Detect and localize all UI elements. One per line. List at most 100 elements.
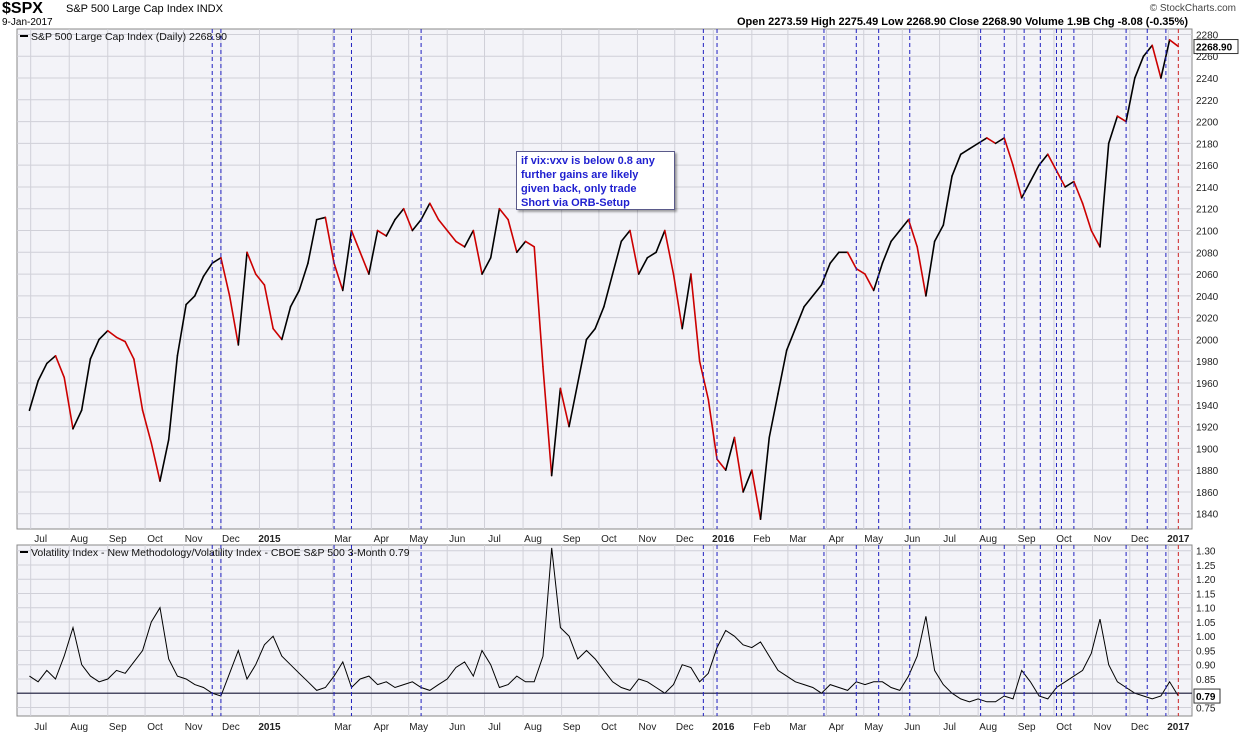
price-line-segment [986, 137, 997, 145]
chart-date: 9-Jan-2017 [2, 17, 53, 28]
price-y-tick-label: 1980 [1196, 357, 1219, 368]
price-line-segment [315, 216, 327, 221]
price-line-segment [455, 240, 466, 248]
price-line-segment [1160, 39, 1171, 79]
price-y-tick-label: 1860 [1196, 488, 1219, 499]
price-y-tick-label: 1920 [1196, 423, 1219, 434]
price-x-tick-label: May [409, 534, 428, 545]
price-line-segment [1029, 164, 1040, 183]
price-y-tick-label: 1960 [1196, 379, 1219, 390]
price-line-segment [794, 305, 805, 330]
price-y-tick-label: 1880 [1196, 466, 1219, 477]
price-x-tick-label: Oct [601, 534, 617, 545]
price-line-segment [664, 229, 675, 275]
price-line-segment [115, 336, 126, 343]
price-x-tick-label: Jul [943, 534, 956, 545]
price-line-segment [194, 275, 205, 297]
price-panel-title: S&P 500 Large Cap Index (Daily) 2268.90 [31, 31, 227, 43]
indicator-y-tick-label: 0.95 [1196, 646, 1216, 657]
price-y-tick-label: 2040 [1196, 292, 1219, 303]
indicator-x-tick-label: Jun [904, 722, 920, 733]
indicator-y-tick-label: 1.05 [1196, 618, 1216, 629]
price-line-segment [106, 329, 118, 339]
indicator-x-tick-label: Apr [829, 722, 845, 733]
price-line-segment [385, 218, 396, 237]
price-line-segment [864, 273, 875, 292]
price-x-tick-label: 2016 [712, 534, 735, 545]
price-panel [16, 28, 1193, 530]
price-line-segment [942, 175, 953, 226]
indicator-x-tick-label: Dec [676, 722, 694, 733]
price-x-tick-label: Feb [753, 534, 771, 545]
price-line-segment [46, 354, 57, 365]
price-line-segment [803, 295, 814, 308]
price-line-segment [751, 469, 762, 520]
price-last-value-tag [1193, 39, 1239, 55]
price-x-tick-label: Sep [563, 534, 581, 545]
symbol-description: S&P 500 Large Cap Index INDX [66, 3, 223, 15]
price-line-segment [855, 267, 866, 275]
price-line-segment [1081, 202, 1093, 232]
indicator-y-tick-label: 1.00 [1196, 632, 1216, 643]
price-y-tick-label: 2200 [1196, 118, 1219, 129]
indicator-x-tick-label: Apr [374, 722, 390, 733]
price-line-segment [254, 273, 266, 286]
price-x-tick-label: Apr [374, 534, 390, 545]
indicator-last-value-text: 0.79 [1196, 692, 1216, 703]
indicator-y-tick-label: 1.25 [1196, 561, 1216, 572]
price-line-segment [333, 262, 344, 292]
price-line-segment [603, 273, 614, 308]
price-line-segment [80, 358, 92, 412]
price-line-segment [133, 358, 144, 412]
price-x-tick-label: Dec [222, 534, 240, 545]
price-line-segment [1168, 39, 1180, 48]
price-line-segment [1073, 180, 1084, 205]
indicator-x-tick-label: Nov [1094, 722, 1112, 733]
indicator-x-tick-label: Feb [753, 722, 771, 733]
indicator-y-tick-label: 1.10 [1196, 604, 1216, 615]
indicator-x-tick-label: Aug [524, 722, 542, 733]
price-x-tick-label: Oct [147, 534, 163, 545]
price-x-tick-label: Dec [1131, 534, 1149, 545]
indicator-x-tick-label: Sep [563, 722, 581, 733]
price-x-tick-label: Nov [1094, 534, 1112, 545]
price-x-tick-label: Dec [676, 534, 694, 545]
price-line-segment [655, 229, 666, 254]
price-line-segment [437, 218, 449, 232]
price-y-tick-label: 2180 [1196, 139, 1219, 150]
price-line-segment [733, 436, 744, 493]
indicator-x-tick-label: Aug [979, 722, 997, 733]
indicator-x-tick-label: Nov [639, 722, 657, 733]
price-line-segment [1020, 180, 1032, 199]
price-x-tick-label: May [864, 534, 883, 545]
indicator-x-tick-label: Jul [488, 722, 501, 733]
price-line-segment [768, 393, 779, 439]
price-line-segment [690, 273, 701, 363]
price-line-segment [959, 148, 971, 156]
price-line-segment [820, 262, 831, 286]
indicator-x-tick-label: Sep [1018, 722, 1036, 733]
price-line-segment [559, 387, 570, 428]
price-line-segment [202, 262, 214, 278]
price-line-segment [341, 229, 353, 292]
price-y-tick-label: 2120 [1196, 205, 1219, 216]
price-line-segment [176, 303, 187, 357]
price-line-segment [611, 240, 623, 275]
price-line-segment [637, 256, 649, 275]
price-line-segment [977, 137, 988, 145]
price-line-segment [1046, 153, 1058, 172]
price-x-tick-label: Sep [1018, 534, 1036, 545]
price-line-segment [1055, 169, 1066, 188]
price-line-segment [54, 354, 66, 379]
price-line-segment [933, 224, 945, 243]
price-line-segment [672, 273, 684, 330]
price-line-segment [37, 362, 48, 382]
price-line-segment [594, 305, 605, 330]
price-line-segment [376, 229, 388, 237]
indicator-panel [16, 544, 1193, 717]
price-y-tick-label: 2060 [1196, 270, 1219, 281]
price-x-tick-label: Nov [639, 534, 657, 545]
price-y-tick-label: 1840 [1196, 510, 1219, 521]
price-line-segment [1099, 142, 1110, 248]
